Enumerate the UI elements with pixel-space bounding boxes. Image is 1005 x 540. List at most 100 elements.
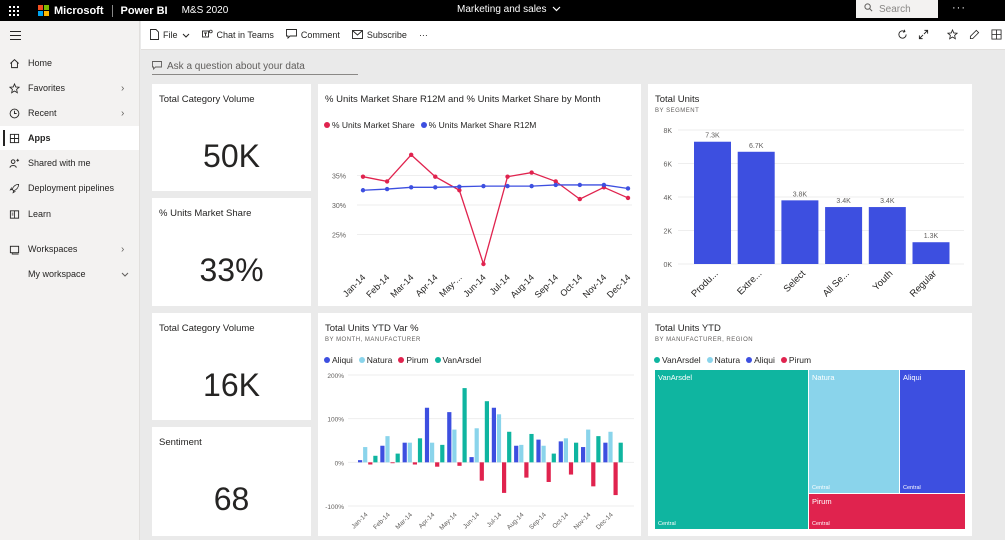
treemap-region-label: Central	[812, 521, 830, 527]
line-chart-tile[interactable]: % Units Market Share R12M and % Units Ma…	[318, 84, 641, 306]
apps-grid-icon[interactable]	[991, 29, 1002, 40]
brand-name[interactable]: Microsoft	[54, 4, 104, 17]
sidebar-item-pipelines[interactable]: Deployment pipelines	[0, 176, 139, 200]
treemap-cell	[809, 370, 899, 493]
legend-item[interactable]: % Units Market Share	[324, 120, 415, 130]
search-placeholder: Search	[879, 3, 911, 15]
refresh-icon[interactable]	[897, 29, 908, 40]
sidebar-item-learn[interactable]: Learn	[0, 202, 139, 226]
legend-item[interactable]: Pirum	[780, 355, 812, 365]
chevron-down-icon[interactable]	[121, 269, 139, 280]
legend-item[interactable]: Aliqui	[324, 355, 353, 365]
edit-pencil-icon[interactable]	[969, 29, 980, 40]
legend-item[interactable]: Natura	[358, 355, 393, 365]
column	[603, 442, 608, 463]
tile-title: % Units Market Share	[159, 208, 252, 219]
column	[358, 460, 363, 463]
sidebar-item-apps[interactable]: Apps	[0, 126, 139, 150]
treemap-region-label: Central	[658, 521, 676, 527]
data-point	[481, 261, 486, 267]
treemap-cell	[900, 370, 965, 493]
treemap-tile[interactable]: Total Units YTD BY MANUFACTURER, REGION …	[648, 313, 972, 536]
ytd-var-chart-tile[interactable]: Total Units YTD Var % BY MONTH, MANUFACT…	[318, 313, 641, 536]
legend-dot	[780, 357, 787, 363]
x-tick-label: Sep-14	[528, 511, 548, 531]
legend-label: Natura	[366, 355, 393, 365]
tile-title: Total Units YTD Var %	[325, 323, 419, 334]
legend-item[interactable]: Natura	[706, 355, 740, 365]
treemap-label: Natura	[812, 373, 835, 382]
chevron-right-icon[interactable]: ›	[121, 107, 125, 119]
kpi-tile-units-market-share[interactable]: % Units Market Share 33%	[152, 198, 311, 306]
bar	[694, 141, 731, 264]
column	[440, 444, 445, 463]
sidebar-item-my-workspace[interactable]: My workspace	[0, 262, 139, 286]
subscribe-button[interactable]: Subscribe	[351, 29, 407, 41]
x-tick-label: Feb-14	[364, 272, 391, 299]
x-tick-label: Mar-14	[388, 272, 415, 299]
app-launcher-icon[interactable]	[0, 0, 28, 21]
data-point	[360, 174, 366, 179]
tile-subtitle: BY MANUFACTURER, REGION	[655, 337, 754, 343]
kpi-tile-sentiment[interactable]: Sentiment 68	[152, 427, 311, 536]
x-tick-label: Extre...	[735, 268, 764, 297]
sidebar-item-recent[interactable]: Recent ›	[0, 101, 139, 125]
chevron-right-icon[interactable]: ›	[121, 82, 125, 94]
legend-label: Pirum	[788, 355, 812, 365]
comment-label: Comment	[300, 30, 340, 40]
sidebar-item-shared[interactable]: Shared with me	[0, 151, 139, 175]
comment-button[interactable]: Comment	[285, 29, 340, 41]
series-line	[362, 184, 629, 191]
legend-item[interactable]: % Units Market Share R12M	[420, 120, 536, 130]
column	[608, 431, 613, 463]
bar-chart-tile[interactable]: Total Units BY SEGMENT 8K 6K 4K 2K 0K 7.3K Pro…	[648, 84, 972, 306]
fullscreen-icon[interactable]	[918, 29, 929, 40]
legend-item[interactable]: VanArsdel	[654, 355, 701, 365]
data-point	[433, 174, 438, 179]
search-input[interactable]: Search	[856, 0, 938, 18]
data-point	[553, 182, 558, 188]
x-tick-label: All Se...	[821, 268, 852, 299]
tile-subtitle: BY SEGMENT	[655, 108, 700, 114]
hamburger-icon[interactable]	[10, 31, 21, 43]
file-menu-button[interactable]: File	[150, 28, 190, 42]
column	[529, 433, 534, 463]
more-commands-button[interactable]: ···	[419, 30, 428, 40]
legend-dot	[324, 122, 330, 128]
legend-item[interactable]: Aliqui	[746, 355, 775, 365]
report-title: Marketing and sales	[457, 4, 547, 15]
more-options-icon[interactable]: ···	[952, 2, 966, 14]
legend-dot	[324, 357, 330, 363]
column	[462, 388, 467, 463]
column	[368, 462, 373, 465]
qna-input[interactable]: Ask a question about your data	[152, 59, 358, 75]
legend-item[interactable]: VanArsdel	[434, 355, 481, 365]
report-title-dropdown[interactable]: Marketing and sales	[457, 4, 561, 15]
chat-in-teams-button[interactable]: Chat in Teams	[201, 29, 274, 41]
sidebar-item-home[interactable]: Home	[0, 51, 139, 75]
kpi-value: 50K	[203, 138, 260, 174]
legend-label: Aliqui	[332, 355, 353, 365]
kpi-tile-total-category-volume[interactable]: Total Category Volume 50K	[152, 84, 311, 191]
sidebar-item-label: Workspaces	[28, 244, 78, 254]
column	[457, 462, 462, 466]
legend-dot	[420, 122, 427, 128]
column	[591, 462, 596, 487]
column	[430, 442, 435, 463]
app-name[interactable]: Power BI	[120, 4, 168, 17]
sidebar-item-favorites[interactable]: Favorites ›	[0, 76, 139, 100]
column	[568, 462, 574, 475]
column	[491, 407, 496, 463]
favorite-star-icon[interactable]	[947, 29, 958, 40]
legend-item[interactable]: Pirum	[398, 355, 429, 365]
kpi-tile-total-category-volume-2[interactable]: Total Category Volume 16K	[152, 313, 311, 420]
home-icon	[0, 58, 28, 69]
treemap-cell	[809, 494, 965, 529]
sidebar-item-workspaces[interactable]: Workspaces ›	[0, 237, 139, 261]
bar	[781, 200, 819, 264]
chevron-right-icon[interactable]: ›	[121, 243, 125, 255]
column	[363, 447, 368, 463]
sidebar-item-label: Shared with me	[28, 158, 91, 168]
workspace-name[interactable]: M&S 2020	[181, 5, 229, 16]
data-point	[481, 183, 486, 189]
